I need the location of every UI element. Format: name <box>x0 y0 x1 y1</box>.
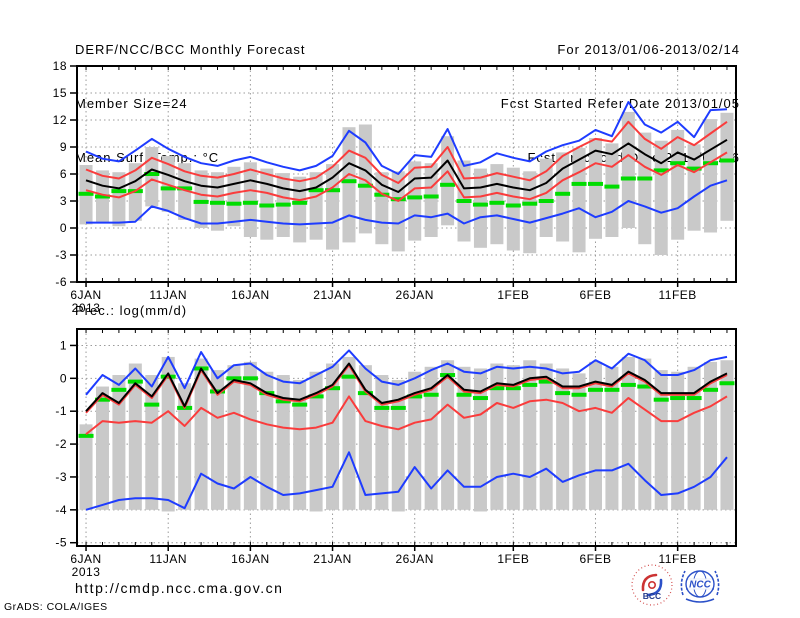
ensemble-spread-bars <box>79 356 734 512</box>
ensemble-max-line <box>85 349 728 396</box>
prec-chart-title: Prec.: log(mm/d) <box>75 303 188 318</box>
y-tick-label: -3 <box>55 470 67 484</box>
logo-block: BCC NCC <box>630 563 724 607</box>
page-title: DERF/NCC/BCC Monthly Forecast <box>75 42 306 57</box>
grads-credit: GrADS: COLA/IGES <box>4 601 108 613</box>
major-ticks <box>70 344 679 551</box>
x-tick-label: 1FEB <box>497 288 529 302</box>
plot-frame <box>76 328 737 547</box>
x-tick-label: 6JAN <box>70 288 101 302</box>
ncc-logo-label: NCC <box>689 580 711 591</box>
y-tick-label: -1 <box>55 404 67 418</box>
red-lower-line <box>85 151 728 202</box>
bcc-logo-label: BCC <box>643 591 661 601</box>
x-tick-label: 26JAN <box>395 288 434 302</box>
x-tick-label: 6FEB <box>579 552 611 566</box>
refer-date: Fcst Started Refer Date 2013/01/05 <box>500 96 740 111</box>
y-tick-label: 3 <box>60 194 67 208</box>
red-upper-line <box>85 120 728 184</box>
y-tick-label: -2 <box>55 437 67 451</box>
minor-ticks <box>85 66 728 282</box>
major-ticks <box>70 65 679 287</box>
x-tick-label: 26JAN <box>395 552 434 566</box>
minor-ticks <box>85 329 728 546</box>
ensemble-mean-line <box>85 138 728 193</box>
x-tick-label: 11JAN <box>149 288 187 302</box>
ncc-logo-icon: NCC <box>680 570 720 603</box>
preclogmmd-gridlines <box>77 329 736 546</box>
red-lower-line <box>85 395 728 435</box>
obs-green-dashes <box>78 366 735 438</box>
y-tick-label: 0 <box>60 371 67 385</box>
ensemble-min-line <box>86 179 728 226</box>
x-tick-label: 6FEB <box>579 288 611 302</box>
y-tick-label: 9 <box>60 140 67 154</box>
y-tick-label: 18 <box>53 59 67 73</box>
x-tick-year-label: 2013 <box>72 301 101 315</box>
y-tick-label: 0 <box>60 221 67 235</box>
obs-green-dashes <box>78 158 735 208</box>
y-tick-label: -6 <box>55 275 67 289</box>
x-tick-label: 16JAN <box>231 288 270 302</box>
x-tick-label: 11FEB <box>659 288 697 302</box>
y-tick-label: 12 <box>53 113 67 127</box>
y-tick-label: 6 <box>60 167 67 181</box>
member-size-label: Member Size=24 <box>75 96 188 111</box>
y-tick-label: -5 <box>55 536 67 550</box>
x-tick-label: 6JAN <box>70 552 101 566</box>
ensemble-min-line <box>85 451 728 511</box>
ensemble-spread-bars <box>79 111 734 255</box>
website-url: http://cmdp.ncc.cma.gov.cn <box>75 580 284 596</box>
x-tick-year-label: 2013 <box>72 565 101 579</box>
x-tick-label: 11FEB <box>659 552 697 566</box>
y-tick-label: -3 <box>55 248 67 262</box>
y-tick-label: 1 <box>60 338 67 352</box>
x-tick-label: 21JAN <box>313 552 352 566</box>
x-tick-label: 11JAN <box>149 552 187 566</box>
ensemble-max-line <box>85 101 728 175</box>
ensemble-mean-line <box>85 362 728 412</box>
forecast-period: For 2013/01/06-2013/02/14 <box>557 42 740 57</box>
y-tick-label: 15 <box>53 86 67 100</box>
x-tick-label: 16JAN <box>231 552 270 566</box>
x-tick-label: 1FEB <box>497 552 529 566</box>
y-tick-label: -4 <box>55 503 67 517</box>
x-tick-label: 21JAN <box>313 288 352 302</box>
bcc-logo-icon: BCC <box>631 564 673 606</box>
